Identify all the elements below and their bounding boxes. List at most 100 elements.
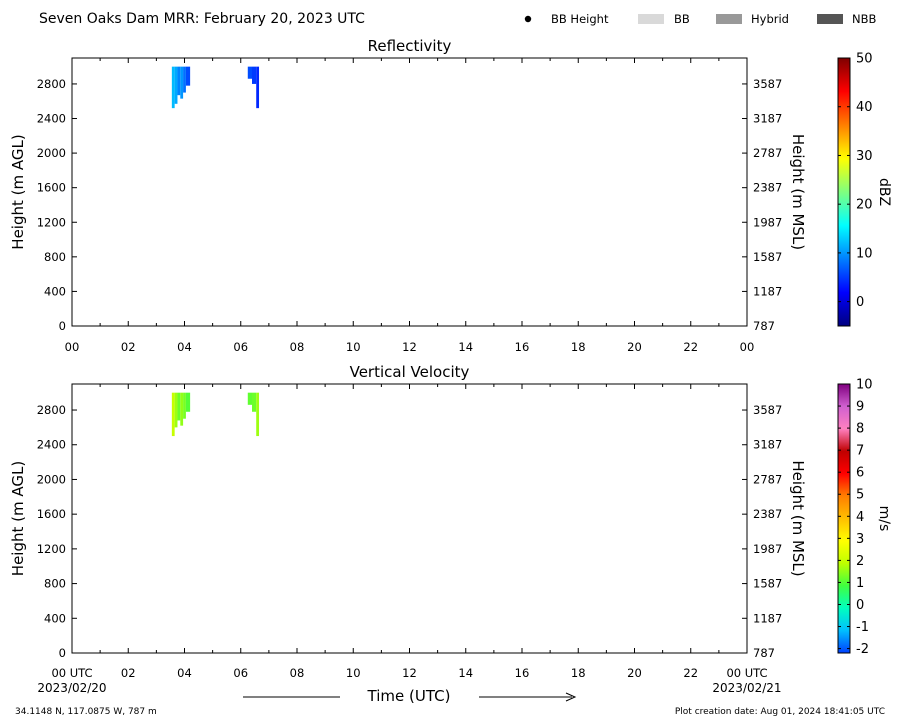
y-tick-label: 0 bbox=[59, 646, 66, 660]
y-tick-label: 800 bbox=[44, 577, 66, 591]
echo-column bbox=[247, 392, 252, 405]
y2-tick-label: 1987 bbox=[753, 215, 782, 229]
colorbar-tick-label: 0 bbox=[856, 295, 864, 310]
echo-column bbox=[177, 66, 181, 96]
location-label: 34.1148 N, 117.0875 W, 787 m bbox=[15, 707, 157, 717]
y-tick-label: 2000 bbox=[37, 146, 66, 160]
x-tick-label: 22 bbox=[683, 666, 698, 680]
echo-column bbox=[247, 66, 252, 79]
colorbar-tick-label: 50 bbox=[856, 52, 873, 67]
echo-column bbox=[171, 392, 175, 437]
echo-column bbox=[180, 392, 184, 426]
y2-tick-label: 2787 bbox=[753, 146, 782, 160]
y-tick-label: 400 bbox=[44, 284, 66, 298]
y-tick-label: 2000 bbox=[37, 472, 66, 486]
colorbar-tick-label: 0 bbox=[856, 598, 864, 613]
echo-column bbox=[256, 392, 260, 437]
y2-tick-label: 1187 bbox=[753, 611, 782, 625]
colorbar-tick-label: 10 bbox=[856, 246, 873, 261]
x-tick-label: 16 bbox=[515, 340, 530, 354]
colorbar-tick-label: 4 bbox=[856, 510, 864, 525]
colorbar-tick-label: 7 bbox=[856, 444, 864, 459]
x-tick-label: 02 bbox=[121, 666, 136, 680]
x-tick-label: 06 bbox=[233, 666, 248, 680]
y-tick-label: 1600 bbox=[37, 507, 66, 521]
y-tick-label: 2800 bbox=[37, 403, 66, 417]
header-legend: BB Height BB Hybrid NBB bbox=[524, 12, 876, 26]
end-date-label: 2023/02/21 bbox=[712, 681, 781, 695]
echo-column bbox=[185, 66, 191, 86]
colorbar bbox=[837, 383, 851, 654]
x-tick-label: 04 bbox=[177, 340, 192, 354]
figure-title: Seven Oaks Dam MRR: February 20, 2023 UT… bbox=[39, 11, 365, 27]
y-tick-label: 800 bbox=[44, 250, 66, 264]
y2-axis-label: Height (m MSL) bbox=[789, 134, 807, 250]
x-tick-label: 06 bbox=[233, 340, 248, 354]
y-tick-label: 2400 bbox=[37, 438, 66, 452]
colorbar-tick-label: -1 bbox=[856, 620, 869, 635]
y2-tick-label: 3187 bbox=[753, 112, 782, 126]
colorbar-tick-label: 40 bbox=[856, 100, 873, 115]
x-tick-label: 18 bbox=[571, 340, 586, 354]
panel-title: Vertical Velocity bbox=[350, 363, 470, 381]
y2-tick-label: 1587 bbox=[753, 250, 782, 264]
x-tick-label: 20 bbox=[627, 340, 642, 354]
y-tick-label: 0 bbox=[59, 319, 66, 333]
colorbar-tick-label: 2 bbox=[856, 554, 864, 569]
echo-column bbox=[183, 66, 186, 93]
y-tick-label: 400 bbox=[44, 611, 66, 625]
echo-column bbox=[183, 392, 186, 419]
panel-title: Reflectivity bbox=[368, 37, 452, 55]
legend-hybrid: Hybrid bbox=[751, 12, 789, 26]
x-tick-label: 00 UTC bbox=[726, 666, 767, 680]
colorbar-tick-label: 20 bbox=[856, 198, 873, 213]
x-tick-label: 18 bbox=[571, 666, 586, 680]
y2-tick-label: 1187 bbox=[753, 284, 782, 298]
colorbar-tick-label: 10 bbox=[856, 378, 873, 393]
colorbar-tick-label: -2 bbox=[856, 642, 869, 657]
y2-tick-label: 3587 bbox=[753, 77, 782, 91]
y-axis-label: Height (m AGL) bbox=[9, 134, 27, 249]
y2-tick-label: 787 bbox=[753, 646, 775, 660]
y-tick-label: 1600 bbox=[37, 181, 66, 195]
bb-swatch bbox=[638, 14, 664, 24]
y2-tick-label: 2387 bbox=[753, 507, 782, 521]
echo-column bbox=[252, 392, 257, 412]
y2-axis-label: Height (m MSL) bbox=[789, 460, 807, 576]
x-tick-label: 22 bbox=[683, 340, 698, 354]
y2-tick-label: 2787 bbox=[753, 472, 782, 486]
colorbar-tick-label: 1 bbox=[856, 576, 864, 591]
nbb-swatch bbox=[817, 14, 843, 24]
y-tick-label: 1200 bbox=[37, 542, 66, 556]
time-arrow-head bbox=[565, 692, 577, 702]
echo-column bbox=[180, 66, 184, 99]
creation-date-label: Plot creation date: Aug 01, 2024 18:41:0… bbox=[675, 707, 885, 717]
x-tick-label: 14 bbox=[458, 340, 473, 354]
start-date-label: 2023/02/20 bbox=[37, 681, 106, 695]
x-tick-label: 08 bbox=[290, 340, 305, 354]
legend-bb: BB bbox=[674, 12, 690, 26]
colorbar-tick-label: 3 bbox=[856, 532, 864, 547]
x-tick-label: 12 bbox=[402, 340, 417, 354]
y2-tick-label: 1587 bbox=[753, 577, 782, 591]
legend-nbb: NBB bbox=[852, 12, 876, 26]
y2-tick-label: 787 bbox=[753, 319, 775, 333]
x-tick-label: 10 bbox=[346, 666, 361, 680]
x-tick-label: 10 bbox=[346, 340, 361, 354]
y2-tick-label: 3587 bbox=[753, 403, 782, 417]
bb-height-marker bbox=[524, 15, 532, 23]
echo-column bbox=[256, 66, 260, 109]
x-tick-label: 16 bbox=[515, 666, 530, 680]
x-tick-label: 12 bbox=[402, 666, 417, 680]
colorbar-tick-label: 30 bbox=[856, 149, 873, 164]
colorbar-label: dBZ bbox=[876, 178, 892, 206]
x-tick-label: 00 bbox=[740, 340, 755, 354]
echo-column bbox=[171, 66, 175, 109]
x-tick-label: 20 bbox=[627, 666, 642, 680]
y-tick-label: 1200 bbox=[37, 215, 66, 229]
colorbar-tick-label: 8 bbox=[856, 422, 864, 437]
colorbar-tick-label: 5 bbox=[856, 488, 864, 503]
x-axis-label: Time (UTC) bbox=[367, 687, 451, 705]
